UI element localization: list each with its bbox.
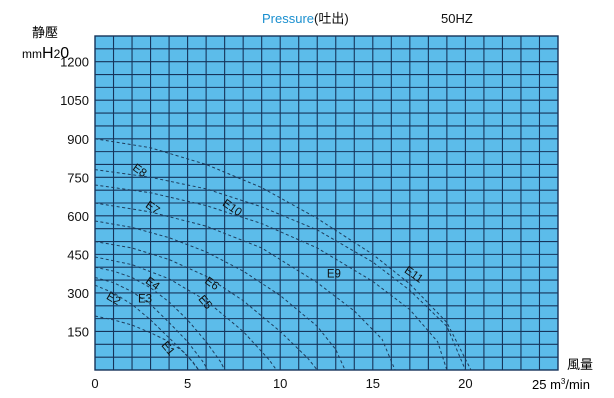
y-tick-label: 600 xyxy=(67,209,89,224)
y-axis-label: 静壓 xyxy=(32,25,58,40)
curve-e7 xyxy=(94,220,346,371)
x-axis-unit: 25 m3/min xyxy=(532,377,590,392)
curve-e2 xyxy=(94,284,200,371)
curve-label-e3: E3 xyxy=(138,294,152,306)
y-unit-h: H xyxy=(42,45,54,62)
chart-title-jp: (吐出) xyxy=(314,11,349,26)
chart-title-en: Pressure xyxy=(262,11,314,26)
grid xyxy=(95,36,558,370)
x-tick-label: 15 xyxy=(366,376,380,391)
curve-e10 xyxy=(94,169,466,371)
y-tick-label: 450 xyxy=(67,247,89,262)
frequency-label: 50HZ xyxy=(441,11,473,26)
y-tick-label: 900 xyxy=(67,132,89,147)
x-tick-label: 20 xyxy=(458,376,472,391)
x-unit-base: 25 m xyxy=(532,377,561,392)
curve-label-e9: E9 xyxy=(327,269,341,281)
x-tick-label: 0 xyxy=(91,376,98,391)
y-axis-unit: mmH20 xyxy=(22,45,69,62)
x-unit-superscript: 3 xyxy=(561,377,566,386)
y-unit-0: 0 xyxy=(60,45,69,62)
y-unit-mm: mm xyxy=(22,47,42,61)
x-axis-label: 風量 xyxy=(567,357,593,372)
curve-e4 xyxy=(94,266,226,371)
curve-e6 xyxy=(94,241,318,371)
x-tick-label: 5 xyxy=(184,376,191,391)
y-tick-label: 150 xyxy=(67,324,89,339)
y-tick-label: 1200 xyxy=(60,55,89,70)
chart-title: Pressure(吐出) xyxy=(262,11,349,26)
y-unit-2: 2 xyxy=(54,47,61,61)
curve-e3 xyxy=(94,277,209,371)
curve-e9 xyxy=(94,184,448,371)
y-tick-label: 1050 xyxy=(60,93,89,108)
curve-e11 xyxy=(94,138,472,371)
y-tick-label: 750 xyxy=(67,170,89,185)
x-tick-label: 10 xyxy=(273,376,287,391)
curve-e8 xyxy=(94,202,396,371)
x-unit-rest: /min xyxy=(565,377,590,392)
curve-e1 xyxy=(94,315,200,371)
y-tick-label: 300 xyxy=(67,286,89,301)
